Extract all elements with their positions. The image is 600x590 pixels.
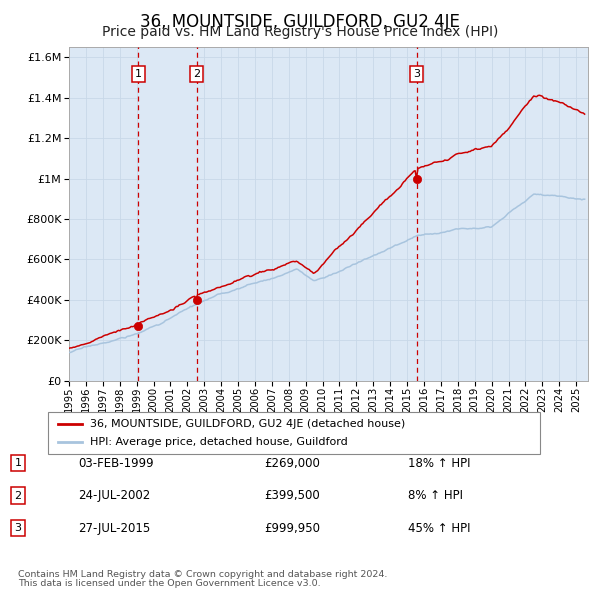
Text: 1: 1 [14,458,22,468]
Text: 2: 2 [14,491,22,500]
Text: This data is licensed under the Open Government Licence v3.0.: This data is licensed under the Open Gov… [18,579,320,588]
Text: 3: 3 [413,69,420,79]
Text: 03-FEB-1999: 03-FEB-1999 [78,457,154,470]
Text: £399,500: £399,500 [264,489,320,502]
Text: Contains HM Land Registry data © Crown copyright and database right 2024.: Contains HM Land Registry data © Crown c… [18,570,388,579]
Bar [138,47,197,381]
Text: 27-JUL-2015: 27-JUL-2015 [78,522,150,535]
Text: £999,950: £999,950 [264,522,320,535]
Text: 3: 3 [14,523,22,533]
Text: 18% ↑ HPI: 18% ↑ HPI [408,457,470,470]
Text: 8% ↑ HPI: 8% ↑ HPI [408,489,463,502]
Text: 2: 2 [193,69,200,79]
Text: 36, MOUNTSIDE, GUILDFORD, GU2 4JE (detached house): 36, MOUNTSIDE, GUILDFORD, GU2 4JE (detac… [90,419,405,429]
Text: 36, MOUNTSIDE, GUILDFORD, GU2 4JE: 36, MOUNTSIDE, GUILDFORD, GU2 4JE [140,13,460,31]
Text: 24-JUL-2002: 24-JUL-2002 [78,489,150,502]
Text: £269,000: £269,000 [264,457,320,470]
Text: 1: 1 [134,69,142,79]
Text: 45% ↑ HPI: 45% ↑ HPI [408,522,470,535]
Text: HPI: Average price, detached house, Guildford: HPI: Average price, detached house, Guil… [90,437,347,447]
FancyBboxPatch shape [48,412,540,454]
Text: Price paid vs. HM Land Registry's House Price Index (HPI): Price paid vs. HM Land Registry's House … [102,25,498,39]
